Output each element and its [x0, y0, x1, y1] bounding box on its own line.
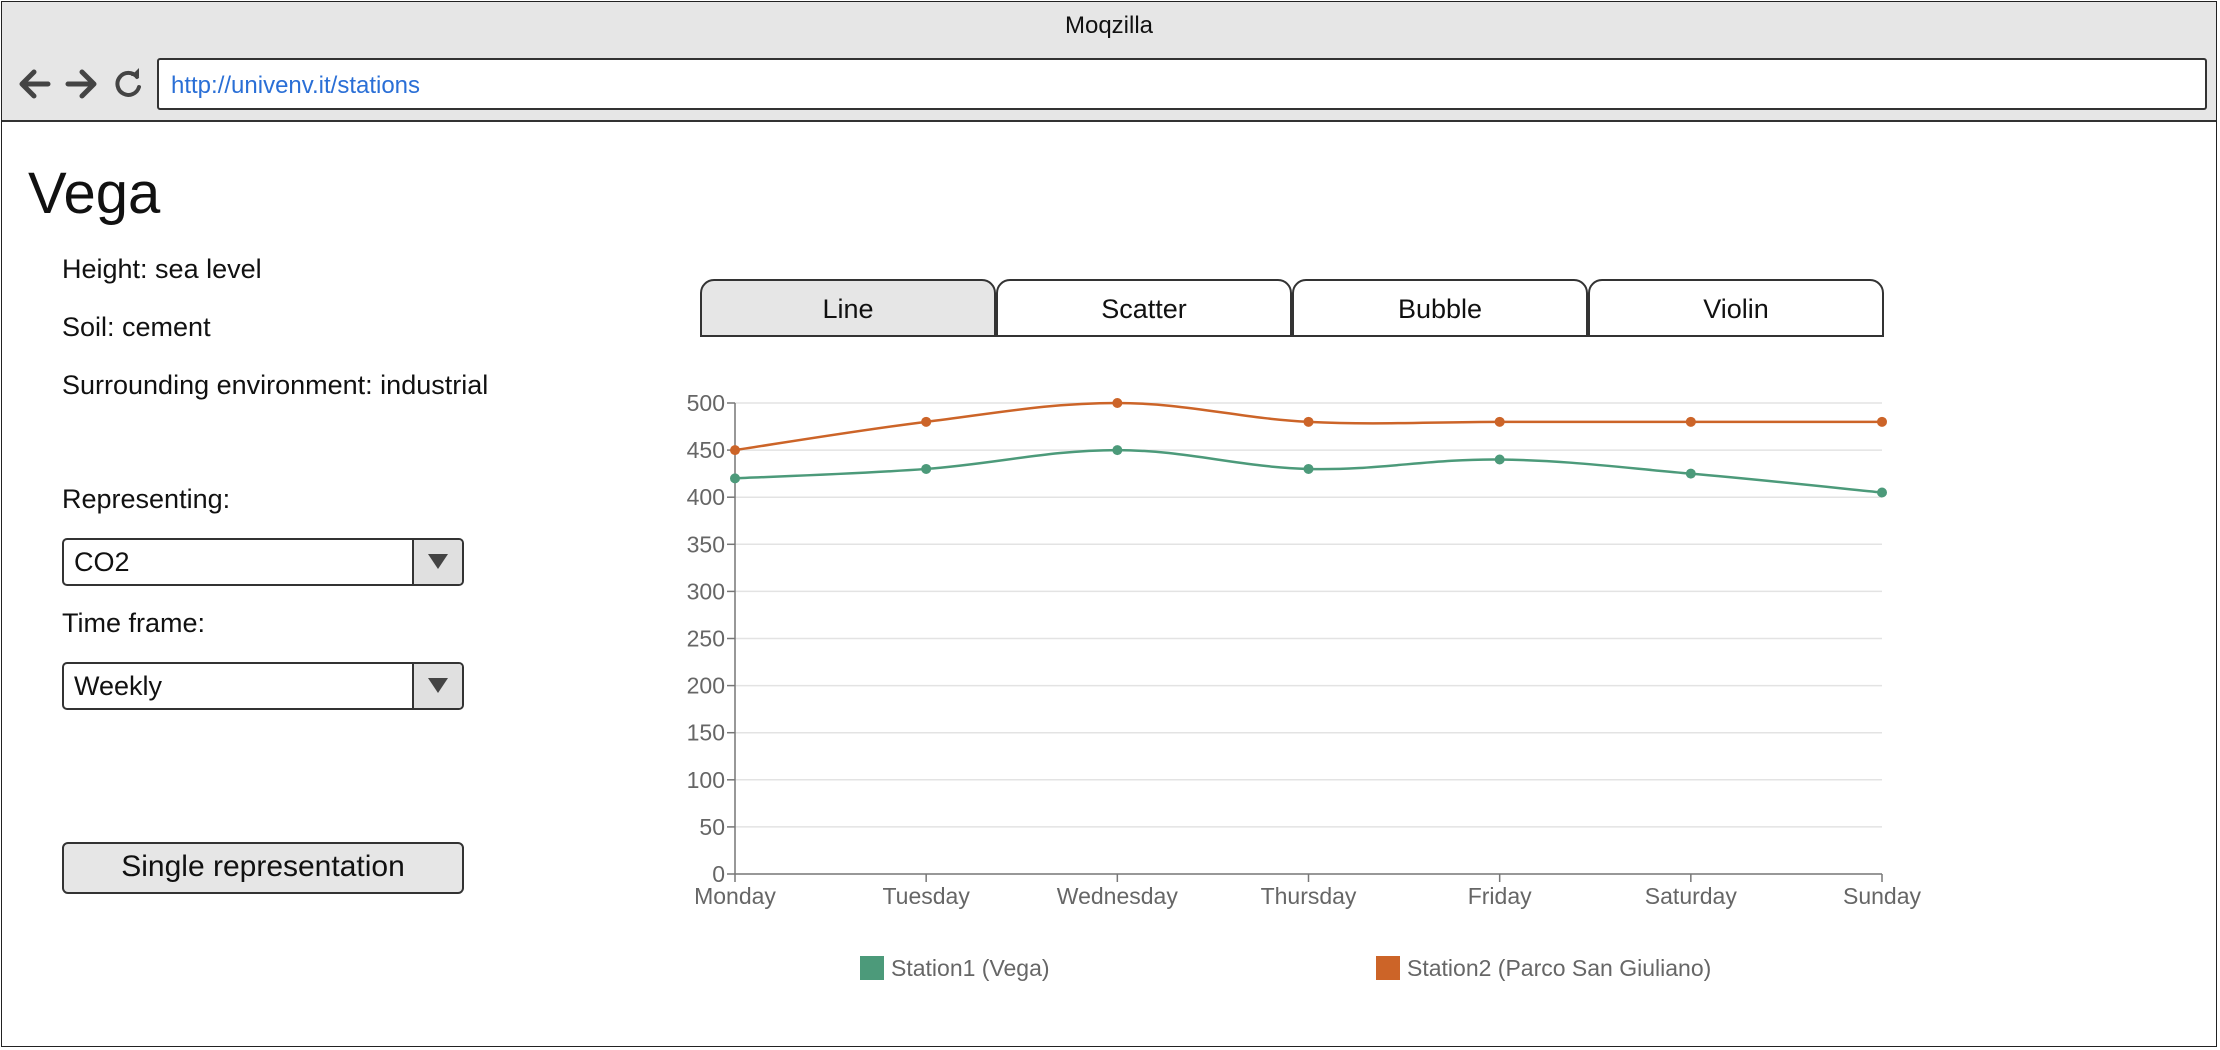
data-point	[1685, 416, 1696, 427]
data-point	[921, 463, 932, 474]
timeframe-value: Weekly	[74, 671, 163, 701]
x-tick-label: Tuesday	[882, 883, 970, 909]
x-tick-label: Sunday	[1843, 883, 1922, 909]
tab-bubble[interactable]: Bubble	[1292, 279, 1588, 337]
x-tick-label: Thursday	[1261, 883, 1357, 909]
legend-label: Station2 (Parco San Giuliano)	[1407, 955, 1711, 981]
representing-value: CO2	[74, 547, 130, 577]
y-tick-label: 250	[687, 626, 725, 652]
reload-button[interactable]	[108, 64, 148, 104]
y-tick-label: 350	[687, 531, 725, 557]
legend-swatch	[860, 956, 884, 980]
tab-scatter[interactable]: Scatter	[996, 279, 1292, 337]
page-title: Vega	[28, 161, 161, 226]
data-point	[1877, 487, 1887, 498]
data-point	[1303, 463, 1314, 474]
title-bar: Moqzilla http://univenv.it/stations	[2, 2, 2216, 122]
info-soil: Soil: cement	[62, 312, 211, 342]
reload-icon	[115, 68, 141, 97]
arrow-right-icon	[65, 69, 97, 99]
y-tick-label: 200	[687, 673, 725, 699]
forward-button[interactable]	[62, 64, 102, 104]
y-tick-label: 500	[687, 390, 725, 416]
y-tick-label: 100	[687, 767, 725, 793]
tab-line[interactable]: Line	[700, 279, 996, 337]
data-point	[1112, 445, 1123, 456]
x-tick-label: Saturday	[1645, 883, 1738, 909]
timeframe-select[interactable]: Weekly	[62, 662, 464, 710]
dropdown-arrow-icon	[412, 664, 462, 708]
data-point	[730, 473, 740, 484]
data-point	[730, 445, 740, 456]
data-point	[921, 416, 932, 427]
info-environment: Surrounding environment: industrial	[62, 370, 489, 400]
line-chart: 0 50 100 150 200 250 300 350 400 450 500 Monday Tues…	[687, 390, 1922, 981]
data-point	[1112, 398, 1123, 408]
x-tick-label: Wednesday	[1057, 883, 1179, 909]
back-button[interactable]	[14, 64, 54, 104]
data-point	[1303, 416, 1314, 427]
dropdown-arrow-icon	[412, 540, 462, 584]
info-height: Height: sea level	[62, 254, 262, 284]
legend-label: Station1 (Vega)	[891, 955, 1050, 981]
data-point	[1494, 454, 1505, 465]
y-tick-label: 150	[687, 720, 725, 746]
y-tick-label: 300	[687, 578, 725, 604]
data-point	[1685, 468, 1696, 479]
timeframe-label: Time frame:	[62, 608, 206, 638]
y-tick-label: 400	[687, 484, 725, 510]
representing-select[interactable]: CO2	[62, 538, 464, 586]
window-title: Moqzilla	[1064, 12, 1154, 39]
url-input[interactable]: http://univenv.it/stations	[157, 58, 2207, 110]
representing-label: Representing:	[62, 484, 231, 514]
x-tick-label: Monday	[694, 883, 776, 909]
y-tick-label: 50	[699, 814, 725, 840]
data-point	[1494, 416, 1505, 427]
single-representation-button[interactable]: Single representation	[62, 842, 464, 894]
data-point	[1877, 416, 1887, 427]
tab-violin[interactable]: Violin	[1588, 279, 1884, 337]
y-tick-label: 450	[687, 437, 725, 463]
arrow-left-icon	[19, 69, 51, 99]
legend-swatch	[1376, 956, 1400, 980]
x-tick-label: Friday	[1468, 883, 1532, 909]
y-tick-label: 0	[712, 861, 725, 887]
page-content: Vega Height: sea level Soil: cement Surr…	[2, 122, 2216, 1048]
